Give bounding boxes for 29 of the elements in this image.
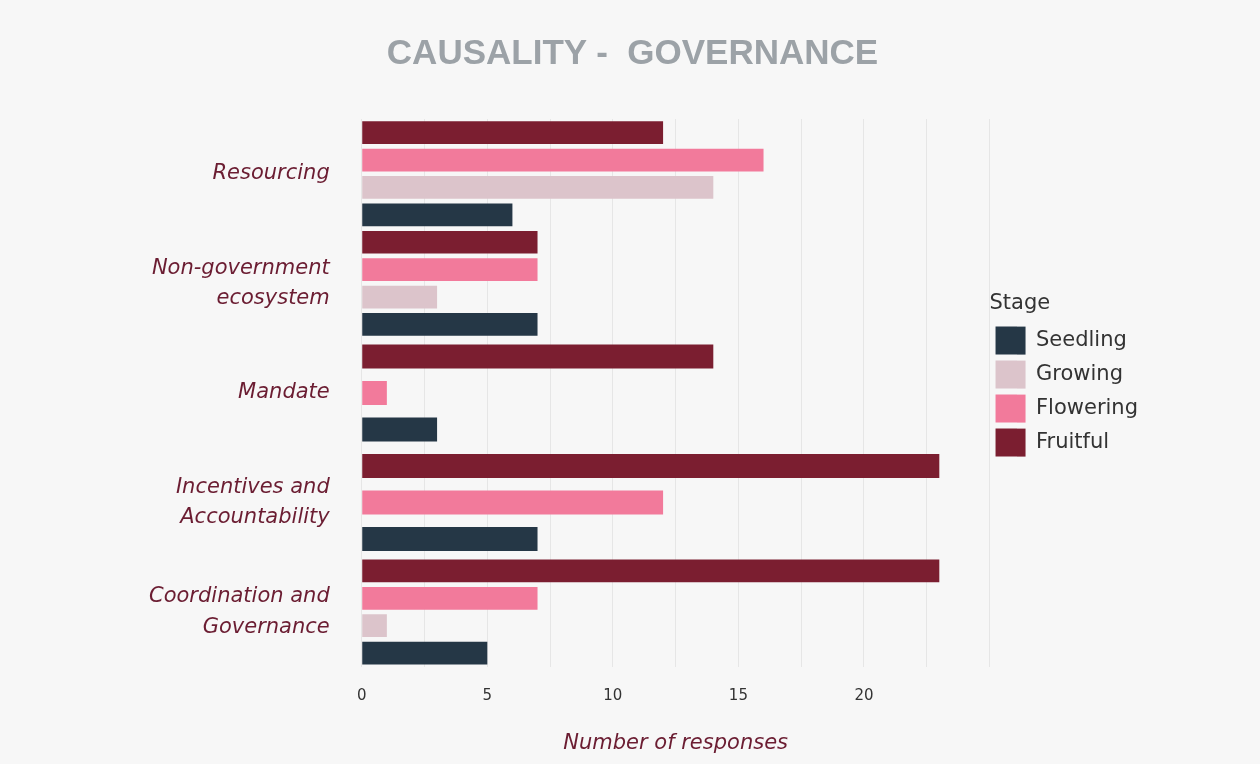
x-tick-label: 15: [728, 685, 748, 704]
x-tick-label: 0: [356, 685, 367, 704]
legend-title: Stage: [989, 290, 1051, 315]
legend-label: Growing: [1036, 361, 1123, 386]
x-tick-label: 20: [854, 685, 874, 704]
y-tick-label: Mandate: [238, 379, 330, 404]
x-axis-title: Number of responses: [563, 729, 789, 754]
bar: [362, 148, 764, 172]
legend-label: Flowering: [1036, 395, 1138, 420]
bar: [362, 203, 513, 227]
y-tick-label: Non-government ecosystem: [151, 254, 331, 310]
y-tick-label: Resourcing: [212, 160, 330, 185]
bar: [362, 559, 940, 583]
chart-title: CAUSALITY - GOVERNANCE: [386, 31, 879, 71]
bar: [362, 121, 664, 145]
bar: [362, 614, 387, 638]
y-tick-label: Coordination and Governance: [149, 583, 331, 638]
bar: [362, 641, 488, 665]
bar: [362, 258, 538, 282]
bar: [362, 313, 538, 336]
bar: [362, 176, 714, 199]
bar: [362, 586, 538, 610]
bar: [362, 285, 438, 309]
legend-label: Seedling: [1036, 327, 1127, 352]
y-tick-label: Incentives and Accountability: [175, 473, 331, 529]
bar: [362, 230, 538, 254]
x-tick-label: 5: [482, 685, 493, 704]
x-tick-label: 10: [603, 685, 623, 704]
legend-label: Fruitful: [1036, 429, 1110, 454]
